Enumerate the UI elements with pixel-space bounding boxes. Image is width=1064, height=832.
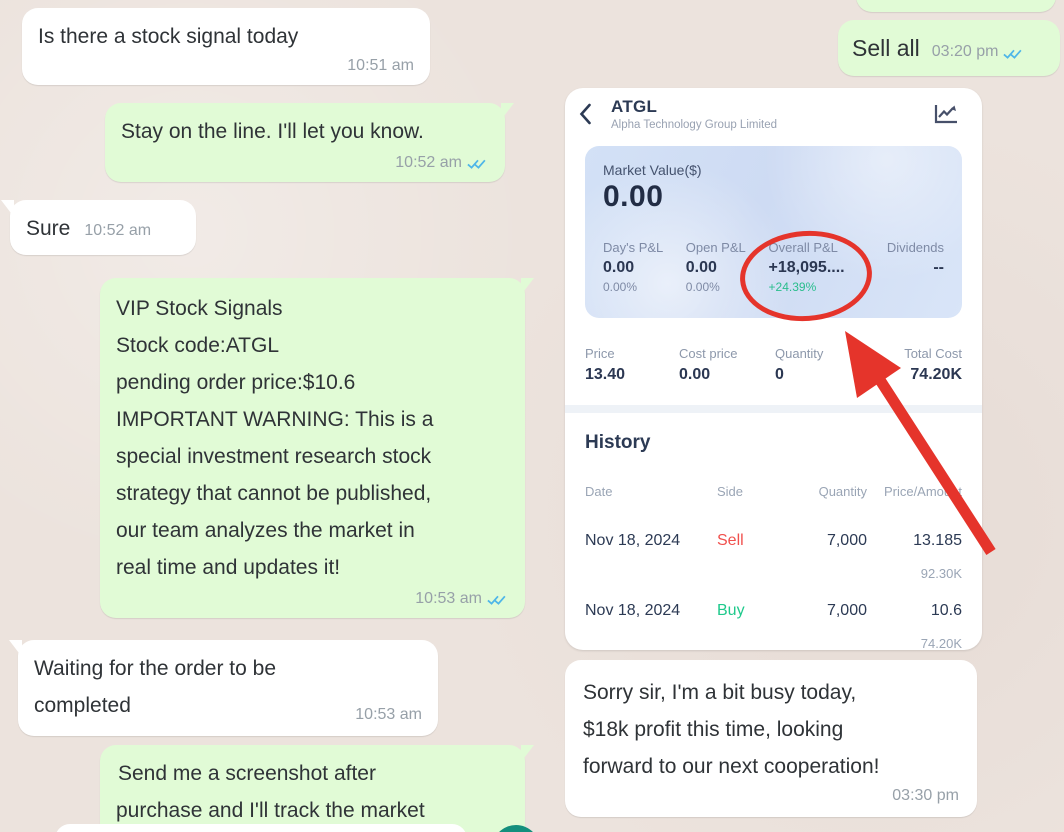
stock-app-screenshot-attachment[interactable]: ATGL Alpha Technology Group Limited Mark… [565,88,982,651]
message-bubble-incoming[interactable]: Waiting for the order to be completed 10… [18,640,438,736]
message-bubble-outgoing[interactable]: Sell all 03:20 pm [838,20,1060,76]
message-line: pending order price:$10.6 [116,371,356,394]
message-time: 10:53 am [355,706,422,723]
stat-dividends: Dividends -- [886,240,944,276]
read-receipt-double-check-icon [467,157,489,170]
stat-open-pnl: Open P&L 0.00 0.00% [685,240,746,294]
message-line: IMPORTANT WARNING: This is a [116,408,434,431]
message-time: 10:52 am [84,222,152,239]
message-text: Sell all [852,35,920,61]
message-line: our team analyzes the market in [116,519,415,542]
market-value-card: Market Value($) 0.00 Day's P&L 0.00 0.00… [585,146,962,318]
message-line: completed [34,694,131,717]
history-table-header: Date Side Quantity Price/Amount [585,484,962,499]
message-line: Send me a screenshot after [118,762,376,785]
stock-company-name: Alpha Technology Group Limited [611,119,778,131]
market-value-label: Market Value($) [603,162,702,178]
market-value: 0.00 [603,180,664,213]
message-bubble-incoming[interactable]: Is there a stock signal today 10:51 am [22,8,430,85]
history-row-amount: 92.30K [920,566,962,581]
message-bubble-outgoing[interactable]: Send me a screenshot after purchase and … [100,745,525,832]
message-text: Sure [26,217,71,240]
message-line: Waiting for the order to be [34,657,277,680]
detail-total-cost: Total Cost 74.20K [904,346,962,383]
detail-quantity: Quantity 0 [775,346,824,383]
message-bubble-outgoing[interactable]: Stay on the line. I'll let you know. 10:… [105,103,505,182]
chart-icon [932,102,960,126]
message-line: forward to our next cooperation! [583,755,880,778]
section-divider [565,405,982,413]
message-line: strategy that cannot be published, [116,482,432,505]
detail-price: Price 13.40 [585,346,626,383]
message-line: special investment research stock [116,445,432,468]
message-bubble-partial-top[interactable] [856,0,1056,12]
message-time: 10:53 am [415,590,482,607]
message-line: VIP Stock Signals [116,297,283,320]
message-line: real time and updates it! [116,556,341,579]
message-line: purchase and I'll track the market [116,799,425,822]
detail-cost-price: Cost price 0.00 [679,346,738,383]
message-line: Stock code:ATGL [116,334,280,357]
message-bubble-partial-bottom[interactable] [55,824,467,832]
read-receipt-double-check-icon [487,593,509,606]
peeking-avatar[interactable] [492,825,540,832]
message-time: 10:52 am [395,154,462,171]
read-receipt-double-check-icon [1003,47,1025,60]
history-row: Nov 18, 2024 Buy 7,000 10.6 [585,602,962,619]
message-bubble-incoming[interactable]: Sure 10:52 am [10,200,196,255]
message-text: Is there a stock signal today [38,25,299,48]
stat-days-pnl: Day's P&L 0.00 0.00% [603,240,664,294]
message-text: Stay on the line. I'll let you know. [121,120,424,143]
history-row: Nov 18, 2024 Sell 7,000 13.185 [585,532,962,549]
stat-overall-pnl: Overall P&L +18,095.... +24.39% [768,240,845,294]
stock-ticker: ATGL [611,97,658,116]
message-time: 03:30 pm [892,787,959,804]
history-title: History [585,432,651,453]
message-line: $18k profit this time, looking [583,718,844,741]
message-bubble-outgoing[interactable]: VIP Stock Signals Stock code:ATGL pendin… [100,278,525,618]
message-time: 03:20 pm [931,43,999,60]
back-chevron-icon [578,103,592,125]
message-bubble-incoming[interactable]: Sorry sir, I'm a bit busy today, $18k pr… [565,660,977,817]
message-line: Sorry sir, I'm a bit busy today, [583,681,857,704]
message-time: 10:51 am [347,57,414,74]
history-row-amount: 74.20K [920,636,962,651]
